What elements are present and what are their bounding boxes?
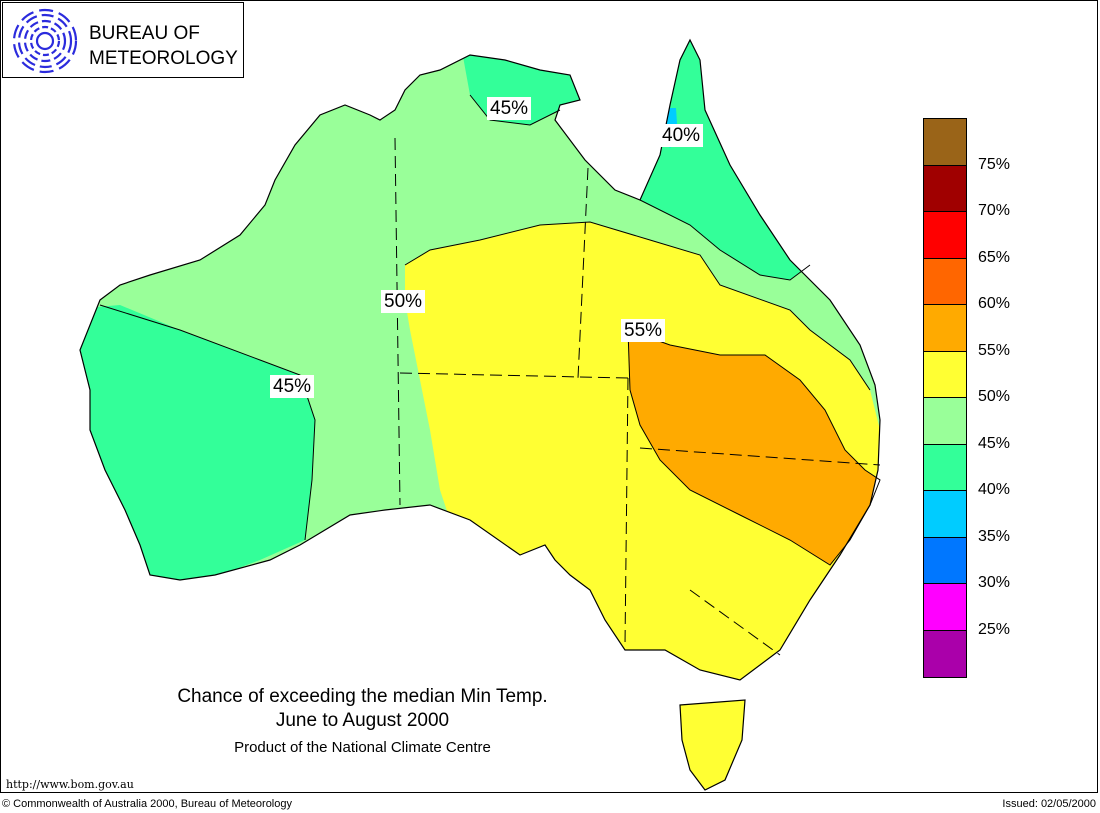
legend-swatch: [924, 630, 966, 677]
logo-line-1: BUREAU OF: [89, 23, 200, 44]
legend-swatch: [924, 119, 966, 166]
map-frame: [0, 0, 1098, 793]
issued-date: Issued: 02/05/2000: [1002, 798, 1096, 810]
legend-label: 70%: [978, 202, 1011, 219]
region-label-north: 45%: [487, 97, 532, 120]
region-label-centre: 50%: [381, 290, 426, 313]
legend-label: 45%: [978, 434, 1011, 452]
legend-label: 65%: [978, 248, 1011, 266]
legend-swatch: [924, 212, 966, 259]
legend-label: 30%: [978, 574, 1011, 591]
map-producer: Product of the National Climate Centre: [234, 739, 491, 756]
map-title: Chance of exceeding the median Min Temp.: [177, 686, 548, 707]
region-label-west: 45%: [270, 375, 315, 398]
region-label-queensland: 40%: [659, 124, 704, 147]
legend-label: 55%: [978, 341, 1011, 359]
legend-label: 75%: [978, 155, 1011, 173]
zone-55-percent: [628, 330, 880, 565]
state-borders: [394, 137, 881, 656]
logo-line-2: METEOROLOGY: [89, 48, 238, 69]
legend-swatch: [924, 584, 966, 631]
map-period: June to August 2000: [275, 710, 450, 731]
legend-swatch: [924, 305, 966, 352]
legend-label: 60%: [978, 295, 1011, 312]
coastline: [79, 39, 881, 791]
bom-logo-emblem-icon: [12, 8, 78, 74]
legend-swatch: [924, 444, 966, 491]
legend-swatch: [924, 491, 966, 538]
legend-colorbar: [923, 118, 967, 678]
australia-map: [79, 39, 881, 791]
legend-swatch: [924, 537, 966, 584]
legend-swatch: [924, 165, 966, 212]
legend-swatch: [924, 351, 966, 398]
legend-swatch: [924, 258, 966, 305]
copyright-notice: © Commonwealth of Australia 2000, Bureau…: [2, 798, 292, 810]
legend-label: 25%: [978, 620, 1011, 638]
legend-label: 35%: [978, 527, 1011, 545]
legend-swatch: [924, 398, 966, 445]
legend-label: 50%: [978, 388, 1011, 405]
zone-50-percent-tasmania: [670, 690, 770, 790]
bom-logo: BUREAU OF METEOROLOGY: [2, 2, 244, 78]
website-url[interactable]: http://www.bom.gov.au: [6, 778, 134, 791]
bom-logo-text: BUREAU OF METEOROLOGY: [89, 21, 238, 71]
region-label-east: 55%: [621, 319, 666, 342]
legend-label: 40%: [978, 481, 1011, 498]
